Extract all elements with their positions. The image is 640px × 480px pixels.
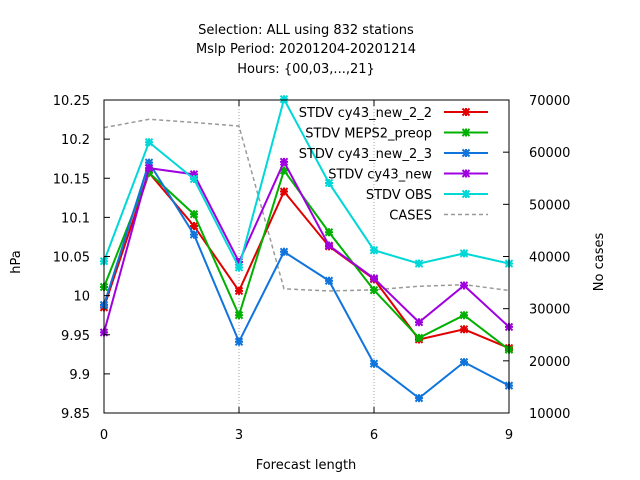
data-point — [234, 263, 244, 272]
data-point — [189, 174, 199, 184]
y2-tick-label: 30000 — [529, 303, 570, 318]
y2-tick-label: 70000 — [529, 94, 570, 109]
x-tick-label: 0 — [100, 428, 108, 443]
data-point — [279, 157, 289, 167]
data-point — [459, 281, 469, 290]
data-point — [234, 286, 244, 296]
legend-entry: STDV OBS — [366, 188, 488, 203]
y-tick-label: 10.25 — [53, 94, 90, 109]
data-point — [234, 337, 244, 347]
legend-marker — [461, 107, 471, 117]
data-point — [459, 325, 469, 334]
data-point — [189, 210, 199, 219]
series-line — [103, 170, 510, 349]
y-axis-label: hPa — [9, 250, 24, 273]
data-point — [189, 170, 199, 179]
series-stdv-cy43-new-2-3 — [99, 158, 514, 403]
data-point — [414, 393, 424, 403]
data-point — [279, 166, 289, 175]
y-tick-label: 9.85 — [61, 407, 90, 422]
x-axis-label: Forecast length — [256, 458, 357, 473]
legend-entry: CASES — [389, 209, 488, 224]
data-point — [144, 168, 154, 177]
y-tick-label: 9.9 — [69, 368, 90, 383]
y2-tick-label: 50000 — [529, 198, 570, 213]
legend-label: CASES — [389, 209, 432, 224]
data-point — [369, 285, 379, 295]
legend-marker — [461, 128, 471, 137]
series-layer — [99, 95, 514, 403]
legend: STDV cy43_new_2_2 STDV MEPS2_preop STDV cy… — [299, 106, 488, 224]
series-stdv-cy43-new-2-2 — [99, 168, 514, 353]
data-point — [414, 318, 424, 327]
legend-entry: STDV cy43_new_2_2 — [299, 106, 488, 121]
legend-marker — [461, 169, 471, 178]
legend-label: STDV cy43_new_2_3 — [299, 147, 432, 162]
data-point — [279, 247, 289, 257]
series-line — [103, 118, 510, 292]
data-point — [324, 178, 334, 188]
series-line — [103, 96, 510, 271]
data-point — [189, 221, 199, 231]
data-point — [279, 187, 289, 196]
series-cases — [103, 118, 510, 292]
legend-entry: STDV cy43_new_2_3 — [299, 147, 488, 162]
legend-entry: STDV MEPS2_preop — [305, 127, 488, 142]
series-line — [103, 159, 510, 333]
y2-axis-label: No cases — [592, 233, 607, 292]
y-tick-label: 10 — [73, 290, 90, 305]
x-tick-label: 9 — [505, 428, 513, 443]
data-point — [234, 257, 244, 267]
y-tick-label: 10.1 — [61, 211, 90, 226]
y2-tick-label: 20000 — [529, 355, 570, 370]
y-tick-label: 10.15 — [53, 172, 90, 187]
data-point — [144, 138, 154, 147]
data-point — [369, 359, 379, 368]
y2-tick-label: 10000 — [529, 407, 570, 422]
data-point — [324, 228, 334, 237]
data-point — [324, 276, 334, 285]
title-line-1: Selection: ALL using 832 stations — [198, 23, 414, 38]
data-point — [459, 357, 469, 367]
y-tick-label: 10.2 — [61, 133, 90, 148]
grid-lines — [238, 100, 375, 413]
data-point — [369, 246, 379, 255]
chart-title: Selection: ALL using 832 stations Mslp P… — [196, 23, 416, 77]
legend-label: STDV cy43_new — [328, 168, 432, 183]
title-line-3: Hours: {00,03,...,21} — [237, 62, 375, 77]
data-point — [414, 259, 424, 268]
data-point — [324, 241, 334, 250]
y-tick-label: 10.05 — [53, 251, 90, 266]
data-point — [414, 333, 424, 343]
data-point — [144, 158, 154, 167]
data-point — [144, 163, 154, 173]
legend-marker — [461, 189, 471, 199]
data-point — [189, 230, 199, 239]
title-line-2: Mslp Period: 20201204-20201214 — [196, 42, 416, 57]
series-line — [103, 160, 510, 400]
x-tick-label: 3 — [235, 428, 243, 443]
y2-tick-label: 40000 — [529, 251, 570, 266]
legend-entry: STDV cy43_new — [328, 168, 488, 183]
legend-label: STDV cy43_new_2_2 — [299, 106, 432, 121]
series-line — [103, 168, 510, 351]
y-tick-label: 9.95 — [61, 329, 90, 344]
data-point — [459, 249, 469, 258]
x-tick-label: 6 — [370, 428, 378, 443]
data-point — [459, 310, 469, 320]
legend-label: STDV OBS — [366, 188, 432, 203]
legend-marker — [461, 148, 471, 158]
data-point — [234, 310, 244, 320]
data-point — [369, 274, 379, 283]
legend-label: STDV MEPS2_preop — [305, 127, 432, 142]
axis-ticks: 0 3 6 9 9.85 9.9 9.95 10 10.05 10.1 10.15 10.2 10.25… — [53, 94, 571, 443]
y2-tick-label: 60000 — [529, 146, 570, 161]
data-point — [279, 95, 289, 104]
